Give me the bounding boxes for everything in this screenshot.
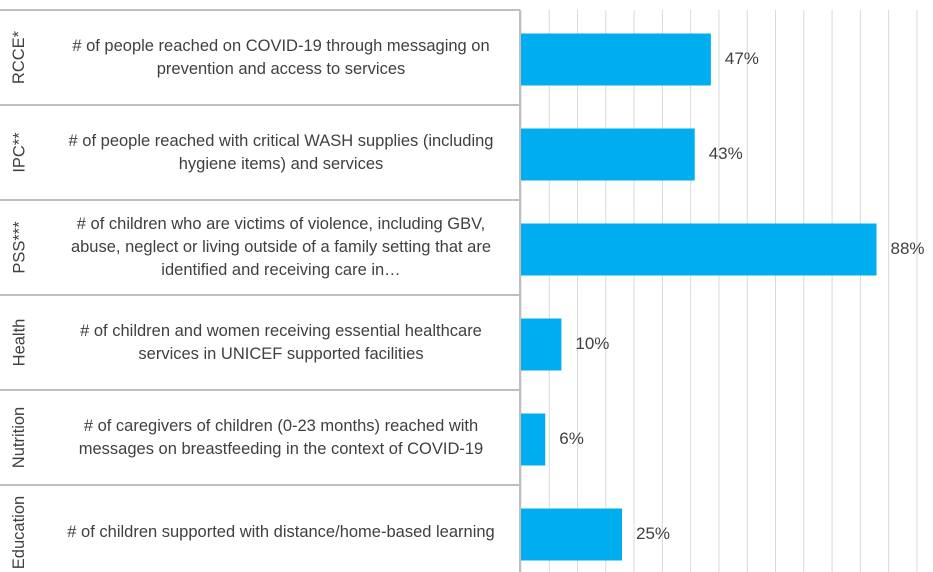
group-label: Health <box>0 295 40 390</box>
group-label-text: PSS*** <box>10 221 29 274</box>
group-label: RCCE* <box>0 10 40 105</box>
category-label: # of children supported with distance/ho… <box>44 485 518 572</box>
bar <box>521 318 562 371</box>
group-label-text: Nutrition <box>10 406 29 469</box>
group-label-text: RCCE* <box>10 30 29 85</box>
group-label: PSS*** <box>0 200 40 295</box>
category-label-text: # of caregivers of children (0-23 months… <box>78 416 484 458</box>
group-label: Nutrition <box>0 390 40 485</box>
group-label-text: Education <box>10 495 29 570</box>
bar <box>521 128 695 181</box>
category-label-text: # of children who are victims of violenc… <box>70 215 492 279</box>
category-label: # of caregivers of children (0-23 months… <box>44 390 518 485</box>
bar <box>521 33 711 86</box>
bar <box>521 508 622 561</box>
category-label: # of children who are victims of violenc… <box>44 200 518 295</box>
category-label: # of children and women receiving essent… <box>44 295 518 390</box>
value-label: 25% <box>636 524 670 543</box>
category-label-text: # of people reached with critical WASH s… <box>68 131 494 173</box>
group-label: Education <box>0 485 40 572</box>
category-label-text: # of people reached on COVID-19 through … <box>72 36 490 78</box>
bar <box>521 413 546 466</box>
category-label: # of people reached with critical WASH s… <box>44 105 518 200</box>
value-label: 10% <box>575 334 609 353</box>
value-label: 6% <box>559 429 584 448</box>
category-label: # of people reached on COVID-19 through … <box>44 10 518 105</box>
category-label-text: # of children and women receiving essent… <box>80 321 482 363</box>
group-label: IPC** <box>0 105 40 200</box>
category-label-text: # of children supported with distance/ho… <box>67 523 495 541</box>
group-label-text: IPC** <box>10 132 29 173</box>
bar <box>521 223 877 276</box>
value-label: 47% <box>725 49 759 68</box>
value-label: 43% <box>709 144 743 163</box>
group-label-text: Health <box>10 318 29 367</box>
value-label: 88% <box>891 239 925 258</box>
